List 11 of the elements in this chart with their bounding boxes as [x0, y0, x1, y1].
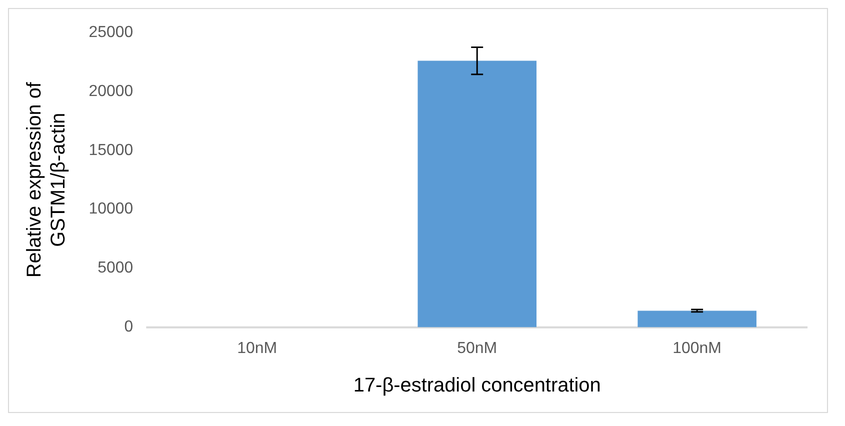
y-tick-label: 10000	[88, 200, 134, 218]
y-tick-label: 20000	[88, 82, 134, 100]
y-tick-label: 0	[124, 318, 134, 336]
x-axis-title: 17-β-estradiol concentration	[353, 374, 601, 397]
x-tick-label: 100nM	[672, 340, 722, 358]
y-tick-label: 5000	[98, 260, 134, 277]
y-axis-title: Relative expression of GSTM1/β-actin	[23, 82, 70, 278]
y-tick-label: 25000	[88, 24, 134, 41]
y-tick-label: 15000	[88, 142, 134, 159]
x-tick-label: 10nM	[237, 340, 278, 358]
x-tick-label: 50nM	[457, 340, 498, 358]
